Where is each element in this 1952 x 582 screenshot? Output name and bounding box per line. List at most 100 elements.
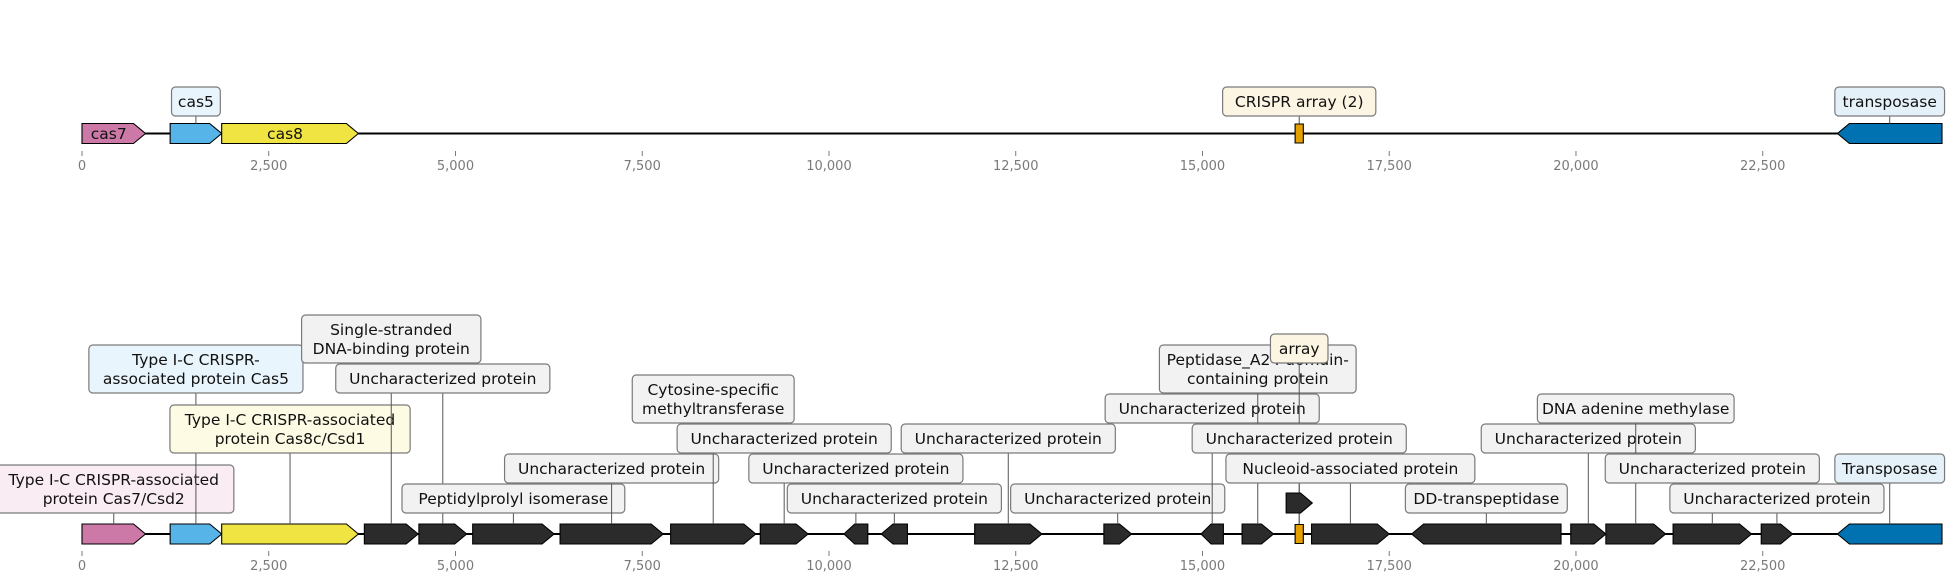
g-unc3-arrow[interactable] xyxy=(759,523,809,545)
label-box xyxy=(786,483,1002,514)
cas7-arrow[interactable] xyxy=(81,122,147,145)
label-box xyxy=(88,344,304,394)
gene-g-small[interactable] xyxy=(1285,492,1314,514)
g-unc8-arrow[interactable] xyxy=(1200,523,1224,545)
label-box xyxy=(1834,453,1946,484)
label-box xyxy=(170,86,221,117)
gene-label: Uncharacterized protein xyxy=(1119,400,1306,418)
axis-tick-label: 15,000 xyxy=(1180,559,1226,574)
g-ssb-arrow[interactable] xyxy=(363,523,420,545)
label-box xyxy=(301,314,482,364)
g-unc11-arrow[interactable] xyxy=(1672,523,1753,545)
gene-label: DD-transpeptidase xyxy=(1413,490,1559,508)
g-cas8-arrow[interactable] xyxy=(221,523,360,545)
gene-g-unc10[interactable]: Uncharacterized protein xyxy=(1480,423,1696,545)
axis-tick-label: 0 xyxy=(78,159,86,174)
g-cas7-arrow[interactable] xyxy=(81,523,147,545)
gene-g-array[interactable]: array xyxy=(1269,333,1329,545)
label-box xyxy=(1010,483,1226,514)
g-unc7-arrow[interactable] xyxy=(1103,523,1133,545)
axis-tick-label: 2,500 xyxy=(250,159,287,174)
gene-label: array xyxy=(1279,340,1320,358)
gene-cas7[interactable]: cas7 xyxy=(81,122,147,145)
gene-g-transposase[interactable]: Transposase xyxy=(1834,453,1946,545)
label-box xyxy=(748,453,964,484)
axis-tick-label: 2,500 xyxy=(250,559,287,574)
gene-g-unc11[interactable]: Uncharacterized protein xyxy=(1604,453,1820,545)
gene-g-unc4[interactable]: Uncharacterized protein xyxy=(748,453,964,545)
label-box xyxy=(503,453,720,484)
gene-cas5[interactable]: cas5 xyxy=(169,86,223,145)
gene-label: Uncharacterized protein xyxy=(1683,490,1870,508)
g-unc4-arrow[interactable] xyxy=(843,523,869,545)
gene-cas8[interactable]: cas8 xyxy=(221,122,360,145)
gene-g-unc12[interactable]: Uncharacterized protein xyxy=(1669,483,1885,545)
gene-g-unc1[interactable]: Uncharacterized protein xyxy=(335,363,551,545)
gene-g-unc3[interactable]: Uncharacterized protein xyxy=(676,423,892,545)
label-box xyxy=(0,464,235,514)
g-unc12-arrow[interactable] xyxy=(1760,523,1794,545)
top-track-axis: 0 2,500 5,000 7,500 10,000 12,500 15,000 17,500… xyxy=(78,132,1942,174)
gene-g-unc2[interactable]: Uncharacterized protein xyxy=(503,453,720,545)
gene-g-unc8[interactable]: Uncharacterized protein xyxy=(1104,393,1320,545)
gene-label: CRISPR array (2) xyxy=(1235,93,1364,111)
g-unc2-arrow[interactable] xyxy=(559,523,665,545)
g-dam-arrow[interactable] xyxy=(1605,523,1667,545)
axis-tick-label: 10,000 xyxy=(806,159,852,174)
g-ppi-arrow[interactable] xyxy=(472,523,555,545)
label-box xyxy=(1536,393,1735,424)
crispr-arrow[interactable] xyxy=(1294,123,1304,144)
gene-g-nap[interactable]: Nucleoid-associated protein xyxy=(1225,453,1476,545)
g-unc5-arrow[interactable] xyxy=(880,523,908,545)
axis-tick-label: 17,500 xyxy=(1366,159,1412,174)
axis-tick-label: 12,500 xyxy=(993,159,1039,174)
gene-label: Transposase xyxy=(1841,460,1937,478)
gene-label: DNA adenine methylase xyxy=(1542,400,1729,418)
axis-tick-label: 20,000 xyxy=(1553,559,1599,574)
gene-g-unc7[interactable]: Uncharacterized protein xyxy=(1010,483,1226,545)
g-pepA24-arrow[interactable] xyxy=(1241,523,1275,545)
label-box xyxy=(900,423,1116,454)
axis-tick-label: 20,000 xyxy=(1553,159,1599,174)
label-box xyxy=(169,404,411,454)
g-array-arrow[interactable] xyxy=(1294,523,1304,545)
gene-crispr[interactable]: CRISPR array (2) xyxy=(1222,86,1377,144)
g-ddtp-arrow[interactable] xyxy=(1410,523,1562,545)
g-small-arrow[interactable] xyxy=(1285,492,1314,514)
gene-g-unc9[interactable]: Uncharacterized protein xyxy=(1191,423,1407,524)
gene-label: associated protein Cas5 xyxy=(103,370,289,388)
cas5-arrow[interactable] xyxy=(169,122,223,145)
g-cas5-arrow[interactable] xyxy=(169,523,223,545)
axis-tick-label: 5,000 xyxy=(437,159,474,174)
gene-transposase[interactable]: transposase xyxy=(1834,86,1946,145)
g-unc6-arrow[interactable] xyxy=(974,523,1043,545)
gene-label: Uncharacterized protein xyxy=(801,490,988,508)
gene-label: Uncharacterized protein xyxy=(349,370,536,388)
axis-tick-label: 7,500 xyxy=(624,559,661,574)
gene-g-unc6[interactable]: Uncharacterized protein xyxy=(900,423,1116,545)
label-box xyxy=(335,363,551,394)
gene-g-ppi[interactable]: Peptidylprolyl isomerase xyxy=(401,483,626,545)
g-unc10-arrow[interactable] xyxy=(1570,523,1607,545)
g-unc1-arrow[interactable] xyxy=(418,523,468,545)
gene-label: Nucleoid-associated protein xyxy=(1242,460,1458,478)
transposase-arrow[interactable] xyxy=(1836,122,1943,145)
gene-g-ddtp[interactable]: DD-transpeptidase xyxy=(1404,483,1568,545)
gene-g-dam[interactable]: DNA adenine methylase xyxy=(1536,393,1735,545)
gene-label: Uncharacterized protein xyxy=(915,430,1102,448)
axis-tick-label: 12,500 xyxy=(993,559,1039,574)
g-transposase-arrow[interactable] xyxy=(1836,523,1943,545)
cas8-inner-label: cas8 xyxy=(267,125,303,143)
g-mtase-arrow[interactable] xyxy=(670,523,757,545)
label-box xyxy=(1191,423,1407,454)
g-nap-arrow[interactable] xyxy=(1310,523,1391,545)
gene-g-unc5[interactable]: Uncharacterized protein xyxy=(786,483,1002,545)
gene-g-cas5[interactable]: Type I-C CRISPR-associated protein Cas5 xyxy=(88,344,304,545)
axis-tick-label: 5,000 xyxy=(437,559,474,574)
cas8-arrow[interactable] xyxy=(221,122,360,145)
gene-label: containing protein xyxy=(1187,370,1329,388)
